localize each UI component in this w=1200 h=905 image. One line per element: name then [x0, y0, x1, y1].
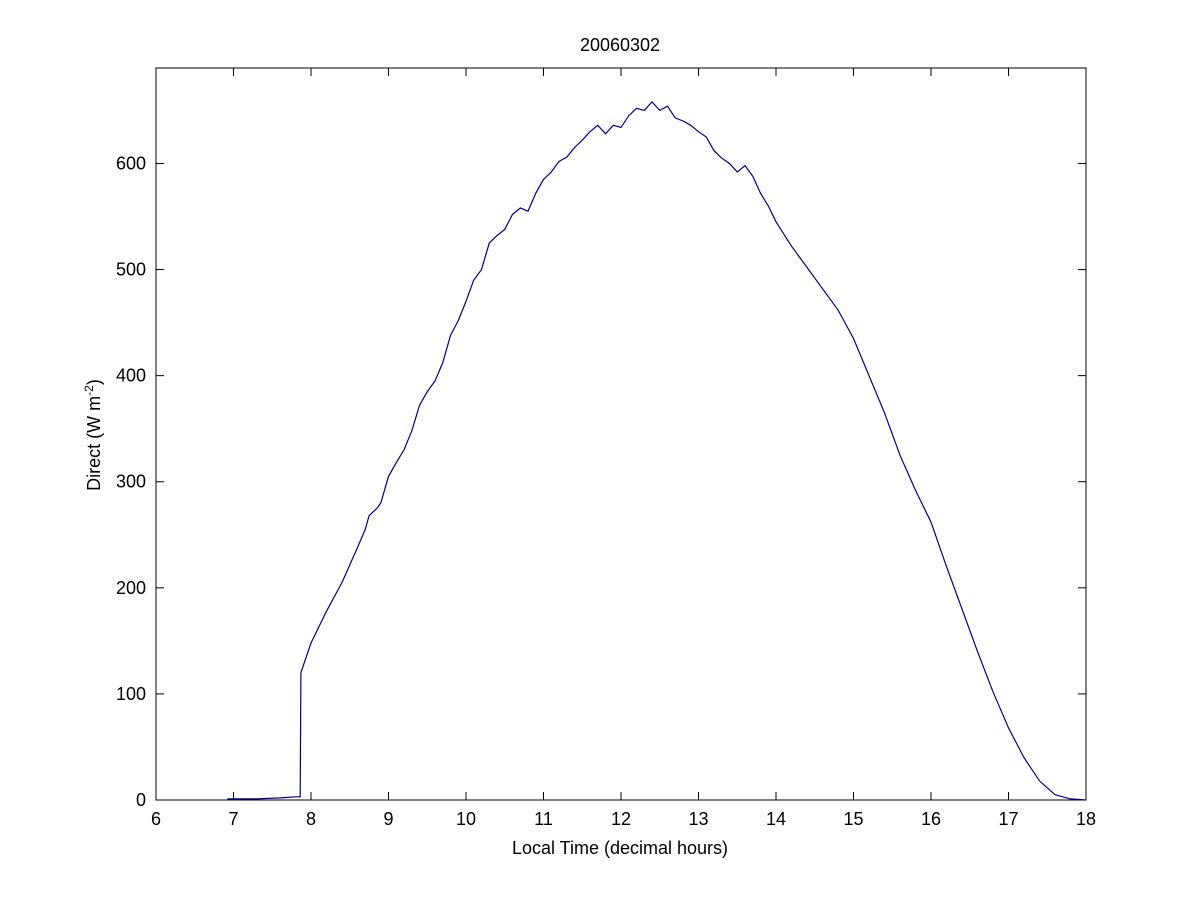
x-tick-label: 12	[611, 809, 631, 829]
plot-area	[155, 67, 1087, 801]
x-tick-label: 6	[151, 809, 161, 829]
y-axis-label-close: )	[84, 379, 104, 385]
series-line-direct	[227, 101, 1087, 801]
y-axis-label: Direct (W m-2)	[82, 379, 104, 491]
y-tick-label: 500	[116, 260, 146, 280]
x-tick-label: 10	[456, 809, 476, 829]
x-tick-label: 18	[1076, 809, 1096, 829]
x-tick-label: 8	[306, 809, 316, 829]
x-tick-label: 14	[766, 809, 786, 829]
x-tick-label: 9	[383, 809, 393, 829]
x-tick-label: 17	[998, 809, 1018, 829]
x-tick-label: 15	[843, 809, 863, 829]
x-axis: 6 7 8 9 10 11 12 13 14 15 16 17 18	[151, 68, 1096, 829]
y-tick-label: 600	[116, 153, 146, 173]
y-axis-label-main: Direct (W m	[84, 396, 104, 491]
y-tick-label: 100	[116, 684, 146, 704]
x-tick-label: 16	[921, 809, 941, 829]
x-tick-label: 11	[534, 809, 553, 829]
y-axis: 0 100 200 300 400 500 600	[116, 153, 1086, 810]
y-axis-label-superscript: -2	[82, 385, 96, 396]
y-tick-label: 0	[136, 790, 146, 810]
y-tick-label: 300	[116, 472, 146, 492]
x-axis-label: Local Time (decimal hours)	[512, 838, 728, 858]
y-tick-label: 200	[116, 578, 146, 598]
x-tick-label: 13	[688, 809, 708, 829]
x-tick-label: 7	[228, 809, 238, 829]
chart-title: 20060302	[580, 35, 660, 55]
y-tick-label: 400	[116, 366, 146, 386]
